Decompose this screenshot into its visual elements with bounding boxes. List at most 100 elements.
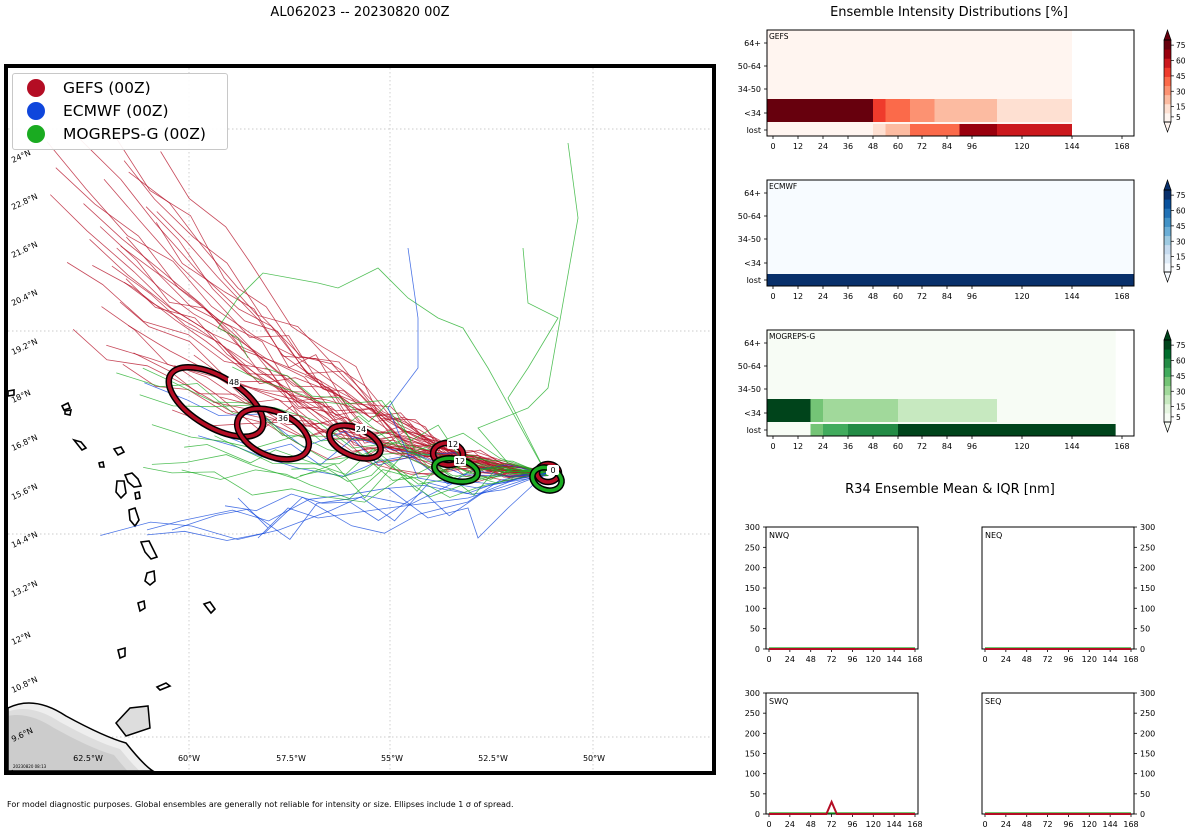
x-tick-label: 48 xyxy=(868,142,878,151)
longitude-label: 57.5°W xyxy=(276,754,306,763)
x-tick-label: 0 xyxy=(770,292,775,301)
colorbar-segment xyxy=(1164,349,1171,359)
x-tick-label: 24 xyxy=(818,142,828,151)
y-tick-label: 0 xyxy=(1140,810,1145,819)
y-tick-label: 50 xyxy=(1140,625,1150,634)
x-tick-label: 144 xyxy=(1064,442,1079,451)
ellipse-hour-label: 36 xyxy=(278,414,288,423)
heatmap-cell xyxy=(910,99,935,122)
legend-item-gefs: GEFS (00Z) xyxy=(27,77,151,99)
colorbar-tick-label: 60 xyxy=(1176,207,1186,216)
x-tick-label: 72 xyxy=(917,292,927,301)
x-tick-label: 120 xyxy=(866,820,881,829)
x-tick-label: 168 xyxy=(1123,655,1138,664)
ensemble-track xyxy=(50,194,548,474)
heatmap-frame xyxy=(766,329,1135,437)
ensemble-track xyxy=(103,179,547,475)
x-tick-label: 72 xyxy=(917,142,927,151)
x-tick-label: 36 xyxy=(843,442,853,451)
island-coastline xyxy=(71,438,88,452)
r34-panel-swq: SWQ 0 50 100 150 200 250 300 0 24 48 72 96 120 144 168 xyxy=(745,689,923,829)
heatmap-panel-label: GEFS xyxy=(769,32,789,41)
colorbar-segment xyxy=(1164,235,1171,246)
colorbar-frame xyxy=(1163,39,1172,123)
heatmap-cell xyxy=(873,99,886,122)
ellipse-hour-label: 24 xyxy=(356,425,366,434)
x-tick-label: 24 xyxy=(785,655,795,664)
colorbar-tick-label: 15 xyxy=(1176,403,1186,412)
row-label: 34-50 xyxy=(738,385,761,394)
ensemble-track xyxy=(299,459,546,496)
heatmap-cell xyxy=(1047,99,1072,122)
row-label: 64+ xyxy=(744,189,761,198)
x-tick-label: 168 xyxy=(1114,442,1129,451)
y-tick-label: 300 xyxy=(745,523,760,532)
colorbar-tick-label: 30 xyxy=(1176,387,1186,396)
x-tick-label: 96 xyxy=(967,292,977,301)
heatmap-cell xyxy=(823,399,848,422)
legend-item-ecmwf: ECMWF (00Z) xyxy=(27,100,169,122)
latitude-label: 15.6°N xyxy=(10,482,39,502)
colorbar-tick-label: 75 xyxy=(1176,41,1186,50)
colorbar-frame xyxy=(1163,339,1172,423)
heatmap-cell xyxy=(823,424,848,436)
r34-quadrant-label: SEQ xyxy=(985,697,1001,706)
x-tick-label: 84 xyxy=(942,442,952,451)
x-tick-label: 12 xyxy=(793,292,803,301)
footer-disclaimer: For model diagnostic purposes. Global en… xyxy=(7,800,514,809)
heatmap-cell xyxy=(810,399,823,422)
x-tick-label: 168 xyxy=(907,820,922,829)
ensemble-track xyxy=(237,472,547,539)
heatmap-cell xyxy=(898,399,997,422)
x-tick-label: 24 xyxy=(1001,820,1011,829)
colorbar-segment xyxy=(1164,112,1171,123)
colorbar-segment xyxy=(1164,40,1171,50)
ellipse-hour-label: 12 xyxy=(455,457,465,466)
mogreps-marker-icon xyxy=(27,125,45,143)
latitude-label: 10.8°N xyxy=(10,675,39,695)
x-tick-label: 168 xyxy=(1114,142,1129,151)
heatmap-cell xyxy=(860,99,873,122)
heatmap-cell xyxy=(910,124,935,136)
x-tick-label: 96 xyxy=(847,655,857,664)
ellipse-hour-label: 0 xyxy=(550,466,555,475)
heatmap-cell xyxy=(767,249,960,272)
ellipse-label-bg xyxy=(447,439,459,449)
heatmap-cell xyxy=(848,399,898,422)
caribbean-islands xyxy=(8,389,217,771)
latitude-label: 12°N xyxy=(10,630,32,647)
heatmap-cell xyxy=(785,424,811,436)
latitude-label: 13.2°N xyxy=(10,579,39,599)
gefs-marker-icon xyxy=(27,79,45,97)
latitude-label: 19.2°N xyxy=(10,337,39,357)
y-tick-label: 0 xyxy=(1140,645,1145,654)
r34-frame xyxy=(765,692,919,815)
y-tick-label: 100 xyxy=(1140,770,1155,779)
ensemble-track xyxy=(89,239,547,477)
row-label: lost xyxy=(747,276,761,285)
intensity-title: Ensemble Intensity Distributions [%] xyxy=(830,5,1068,20)
colorbar-tick-label: 75 xyxy=(1176,191,1186,200)
x-tick-label: 120 xyxy=(1014,142,1029,151)
ecmwf-marker-icon xyxy=(27,102,45,120)
x-tick-label: 144 xyxy=(887,820,902,829)
heatmap-cell xyxy=(1047,124,1072,136)
heatmap-cell xyxy=(885,99,910,122)
latitude-label: 14.4°N xyxy=(10,530,39,550)
colorbar-segment xyxy=(1164,208,1171,218)
x-tick-label: 144 xyxy=(887,655,902,664)
colorbar-segment xyxy=(1164,67,1171,77)
heatmap-cell xyxy=(997,99,1047,122)
y-tick-label: 150 xyxy=(745,750,760,759)
ensemble-track xyxy=(156,211,549,476)
heatmap-cell xyxy=(848,424,898,436)
x-tick-label: 24 xyxy=(818,292,828,301)
colorbar-tick-label: 45 xyxy=(1176,72,1186,81)
colorbar-segment xyxy=(1164,199,1171,209)
latitude-label: 20.4°N xyxy=(10,288,39,308)
ellipse-label-bg xyxy=(277,413,289,423)
heatmap-panel-gefs: GEFS 64+ 50-64 34-50 <34 lost 0 12 24 36 48 60 72 84 9… xyxy=(738,28,1186,151)
x-tick-label: 60 xyxy=(893,142,903,151)
ensemble-track xyxy=(224,472,544,521)
colorbar-segment xyxy=(1164,58,1171,68)
